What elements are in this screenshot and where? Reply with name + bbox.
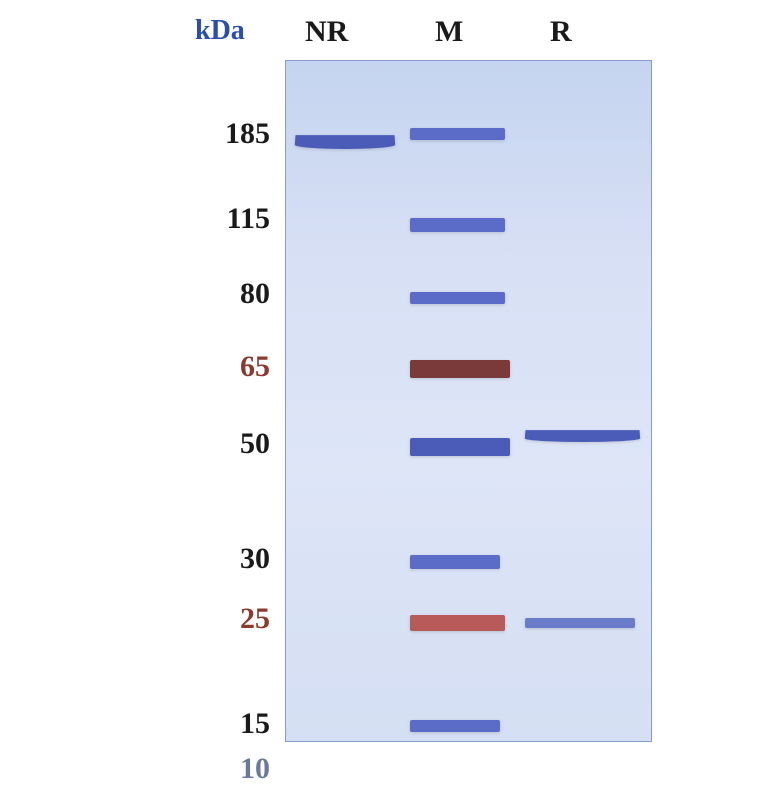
mw-label: 185: [210, 117, 270, 151]
gel-band: [410, 438, 510, 456]
gel-figure: kDa NR M R 18511580655030251510: [200, 15, 650, 745]
gel-band: [410, 555, 500, 569]
gel-band: [410, 615, 505, 631]
lane-header-m: M: [435, 15, 463, 49]
gel-band: [295, 135, 396, 149]
gel-band: [410, 360, 510, 378]
gel-band: [525, 618, 635, 628]
mw-label: 10: [210, 752, 270, 786]
gel-band: [410, 218, 505, 232]
lane-header-r: R: [550, 15, 572, 49]
mw-label: 30: [210, 542, 270, 576]
mw-label: 15: [210, 707, 270, 741]
unit-label: kDa: [195, 15, 245, 47]
mw-label: 80: [210, 277, 270, 311]
gel-area: [285, 60, 652, 742]
mw-label: 65: [210, 350, 270, 384]
lane-header-nr: NR: [305, 15, 348, 49]
mw-label: 50: [210, 427, 270, 461]
mw-label: 115: [210, 202, 270, 236]
mw-label: 25: [210, 602, 270, 636]
gel-band: [525, 430, 641, 442]
gel-band: [410, 128, 505, 140]
gel-band: [410, 292, 505, 304]
gel-band: [410, 720, 500, 732]
